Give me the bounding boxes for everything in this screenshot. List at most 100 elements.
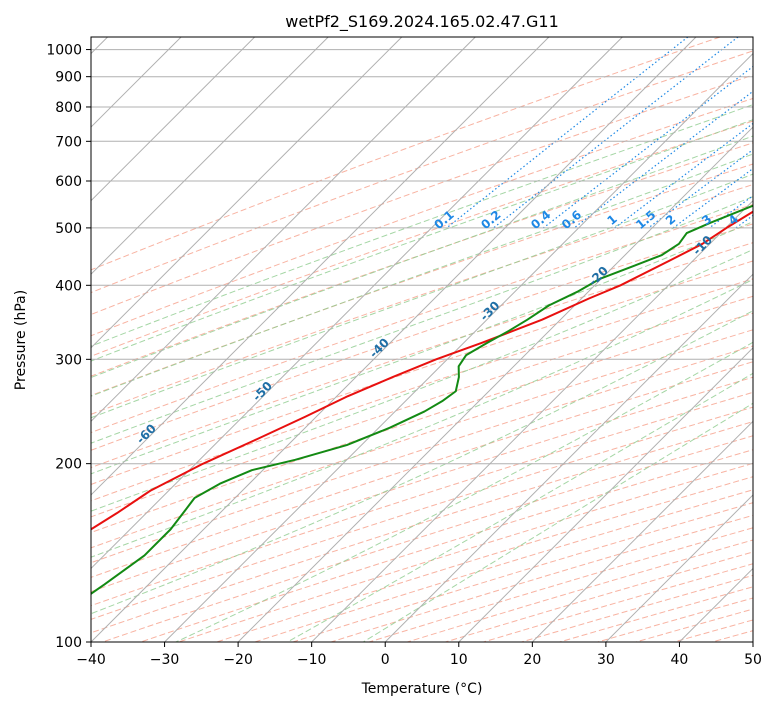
mixing-ratio-line xyxy=(614,122,753,229)
y-tick-label: 1000 xyxy=(46,43,82,59)
grid-lines xyxy=(91,37,753,642)
y-tick-label: 200 xyxy=(55,457,82,473)
isotherm-line xyxy=(91,37,623,570)
y-tick-label: 600 xyxy=(55,174,82,190)
mixing-ratio-line xyxy=(543,65,753,229)
isotherm-line xyxy=(237,126,753,642)
y-tick-label: 400 xyxy=(55,278,82,294)
moist-adiabat-line xyxy=(91,119,753,362)
dry-adiabat-line xyxy=(91,361,753,578)
dry-adiabat-line xyxy=(91,223,753,451)
isotherm-line xyxy=(531,420,753,642)
isotherm-line xyxy=(91,37,697,642)
dry-adiabat-line xyxy=(91,203,753,434)
x-tick-label: −20 xyxy=(223,652,253,668)
x-tick-label: −10 xyxy=(297,652,327,668)
isotherm-line xyxy=(91,37,403,349)
dry-adiabat-line xyxy=(635,608,753,642)
dry-adiabat-line xyxy=(597,597,753,642)
moist-adiabat-line xyxy=(362,402,753,642)
profile-lines xyxy=(91,204,753,595)
dry-adiabat-line xyxy=(91,50,753,294)
dry-adiabat-line xyxy=(91,242,753,469)
mixing-ratio-line xyxy=(735,214,753,229)
dry-adiabat-line xyxy=(91,120,753,357)
isotherm-line xyxy=(458,347,753,642)
dry-adiabat-line xyxy=(292,502,753,642)
y-tick-label: 700 xyxy=(55,134,82,150)
x-tick-label: 40 xyxy=(671,652,689,668)
axes: −40 −30 −20 −10 0 10 20 30 40 50 100 200 300 400 500 60… xyxy=(46,43,762,668)
x-tick-label: 50 xyxy=(744,652,762,668)
moist-adiabat-line xyxy=(287,372,753,642)
dry-adiabat-line xyxy=(369,527,753,642)
moist-adiabat-line xyxy=(91,221,753,475)
x-tick-label: 30 xyxy=(597,652,615,668)
mixing-ratio-label: 2 xyxy=(663,212,678,228)
isotherm-line xyxy=(91,37,550,496)
dry-adiabat-line xyxy=(91,376,753,593)
mixing-ratio-line xyxy=(573,90,753,229)
moist-adiabat-line xyxy=(91,173,753,419)
x-tick-label: 20 xyxy=(523,652,541,668)
isotherm-label: -30 xyxy=(477,298,502,323)
dry-adiabat-line xyxy=(178,462,753,642)
y-tick-label: 800 xyxy=(55,100,82,116)
dry-adiabat-line xyxy=(91,37,721,271)
isotherm-line xyxy=(605,494,753,642)
dry-adiabat-line xyxy=(91,97,753,337)
dry-adiabat-line xyxy=(91,74,753,316)
y-axis-title: Pressure (hPa) xyxy=(13,290,29,390)
dry-adiabat-line xyxy=(91,142,753,377)
x-tick-label: −40 xyxy=(76,652,106,668)
isotherm-line xyxy=(679,567,753,642)
y-tick-label: 500 xyxy=(55,221,82,237)
moist-adiabat-line xyxy=(91,135,753,379)
mixing-ratio-line xyxy=(672,167,753,229)
background-lines xyxy=(91,37,753,642)
dry-adiabat-line xyxy=(91,184,753,415)
isotherm-line xyxy=(164,52,753,642)
x-tick-label: 10 xyxy=(450,652,468,668)
x-tick-label: −30 xyxy=(150,652,180,668)
dry-adiabat-line xyxy=(330,514,753,642)
mixing-ratio-label: 6 xyxy=(764,212,775,228)
dry-adiabat-line xyxy=(91,278,753,502)
isotherm-line xyxy=(91,37,476,423)
moist-adiabat-line xyxy=(91,278,753,558)
chart-title: wetPf2_S169.2024.165.02.47.G11 xyxy=(285,12,559,32)
isotherm-label: -40 xyxy=(367,335,392,360)
mixing-ratio-line xyxy=(708,194,753,229)
dry-adiabat-line xyxy=(102,435,753,642)
dry-adiabat-line xyxy=(216,476,753,642)
isotherm-label: -60 xyxy=(134,421,159,446)
dry-adiabat-line xyxy=(91,163,753,397)
dewpoint-profile-line xyxy=(91,204,753,595)
x-axis-title: Temperature (°C) xyxy=(361,681,483,697)
isotherm-line xyxy=(384,273,753,642)
temperature-profile-line xyxy=(91,210,753,531)
isotherm-line xyxy=(752,641,753,642)
moist-adiabat-line xyxy=(91,104,753,347)
plot-frame xyxy=(90,36,754,643)
isotherm-line xyxy=(91,37,329,275)
isotherm-label: -70 xyxy=(9,472,34,497)
dry-adiabat-line xyxy=(91,329,753,549)
moist-adiabat-line xyxy=(91,196,753,444)
y-tick-label: 100 xyxy=(55,635,82,651)
dry-adiabat-line xyxy=(91,345,753,564)
isotherm-label: -10 xyxy=(690,233,715,258)
moist-adiabat-line xyxy=(91,153,753,397)
isotherm-line xyxy=(311,199,753,642)
moist-adiabat-line xyxy=(91,248,753,512)
x-tick-label: 0 xyxy=(381,652,390,668)
y-tick-label: 900 xyxy=(55,70,82,86)
y-tick-label: 300 xyxy=(55,352,82,368)
dry-adiabat-line xyxy=(91,295,753,518)
dry-adiabat-line xyxy=(91,391,753,607)
dry-adiabat-line xyxy=(91,312,753,534)
isotherm-line xyxy=(91,37,256,202)
dry-adiabat-line xyxy=(91,260,753,485)
moist-adiabat-line xyxy=(91,310,753,615)
